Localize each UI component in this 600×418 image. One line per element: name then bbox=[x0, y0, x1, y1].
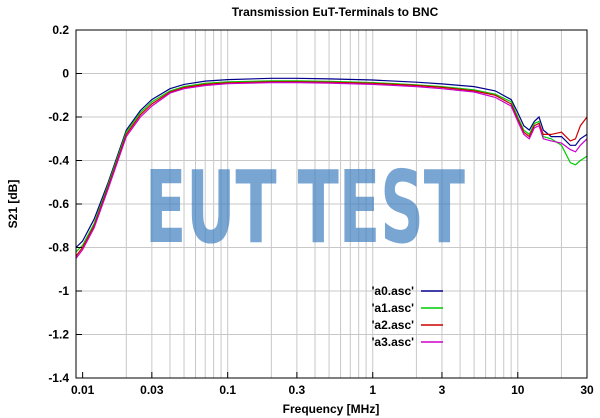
x-tick-label: 0.1 bbox=[219, 383, 236, 397]
series-line-3 bbox=[75, 82, 588, 259]
x-tick-label: 10 bbox=[511, 383, 525, 397]
y-tick-label: 0.2 bbox=[52, 23, 69, 37]
x-axis-ticks: 0.01 0.03 0.1 0.3 1 3 10 30 bbox=[71, 372, 594, 397]
x-tick-label: 1 bbox=[369, 383, 376, 397]
x-axis-label: Frequency [MHz] bbox=[283, 402, 380, 416]
legend-label-3: 'a3.asc' bbox=[372, 335, 415, 349]
y-tick-label: 0 bbox=[62, 67, 69, 81]
legend-label-2: 'a2.asc' bbox=[372, 318, 415, 332]
y-tick-label: -1.4 bbox=[48, 371, 69, 385]
y-tick-label: -1 bbox=[58, 284, 69, 298]
x-tick-label: 3 bbox=[439, 383, 446, 397]
x-tick-label: 30 bbox=[580, 383, 594, 397]
legend-label-0: 'a0.asc' bbox=[372, 284, 415, 298]
y-tick-label: -0.2 bbox=[48, 110, 69, 124]
y-tick-label: -0.6 bbox=[48, 197, 69, 211]
x-tick-label: 0.3 bbox=[289, 383, 306, 397]
y-axis-label: S21 [dB] bbox=[6, 180, 20, 229]
legend-label-1: 'a1.asc' bbox=[372, 301, 415, 315]
series-lines bbox=[75, 77, 588, 259]
y-tick-label: -0.8 bbox=[48, 241, 69, 255]
legend: 'a0.asc' 'a1.asc' 'a2.asc' 'a3.asc' bbox=[372, 284, 443, 349]
x-tick-label: 0.03 bbox=[140, 383, 164, 397]
series-line-1 bbox=[75, 80, 588, 253]
y-tick-label: -1.2 bbox=[48, 328, 69, 342]
series-line-0 bbox=[75, 77, 588, 248]
series-line-2 bbox=[75, 81, 588, 257]
y-axis-ticks: 0.2 0 -0.2 -0.4 -0.6 -0.8 -1 -1.2 -1.4 bbox=[48, 23, 82, 385]
chart-title: Transmission EuT-Terminals to BNC bbox=[232, 5, 439, 19]
watermark-text: EUT TEST bbox=[145, 149, 465, 266]
x-tick-label: 0.01 bbox=[71, 383, 95, 397]
y-tick-label: -0.4 bbox=[48, 154, 69, 168]
